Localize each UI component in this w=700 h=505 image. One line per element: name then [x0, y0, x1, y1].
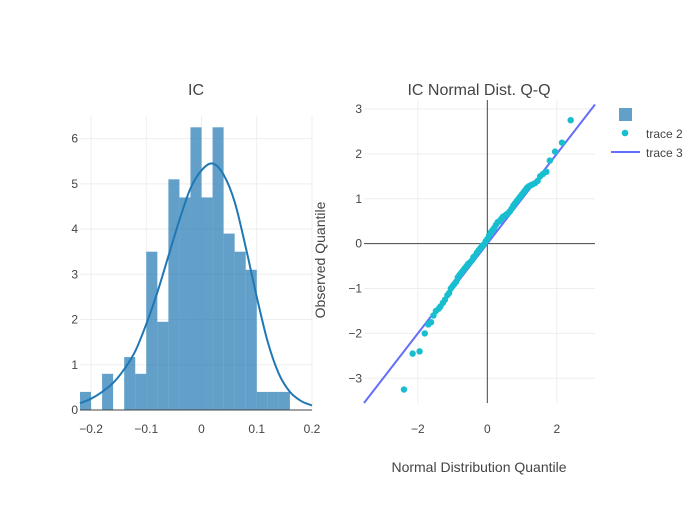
histogram-bar [256, 391, 268, 410]
histogram-y-tick-label: 3 [71, 267, 78, 281]
histogram-x-tick-label: 0.2 [304, 422, 321, 436]
histogram-bar [245, 269, 257, 410]
qq-y-tick-label: 0 [355, 237, 362, 251]
qq-point [416, 348, 423, 355]
qq-axes: −3 −2 −1 0 1 2 3 −2 0 2 [348, 102, 560, 436]
histogram-bars [80, 127, 290, 411]
histogram-bar [179, 197, 191, 410]
histogram-bar [234, 251, 246, 410]
qq-y-tick-label: −2 [348, 326, 362, 340]
histogram-y-tick-label: 1 [71, 358, 78, 372]
histogram-y-tick-label: 0 [71, 403, 78, 417]
histogram-title: IC [188, 82, 204, 99]
qq-point [567, 117, 574, 124]
qq-point [558, 139, 566, 146]
histogram-x-tick-label: −0.1 [134, 422, 158, 436]
qq-points [400, 117, 574, 393]
histogram-bar [102, 373, 114, 410]
legend-marker-trace-2 [621, 129, 629, 137]
histogram-bar [212, 127, 224, 411]
histogram-bar [223, 233, 235, 410]
qq-y-tick-label: 3 [355, 102, 362, 116]
qq-x-tick-label: 2 [553, 422, 560, 436]
histogram-x-tick-label: 0.1 [248, 422, 265, 436]
qq-y-tick-label: 1 [355, 192, 362, 206]
histogram-x-tick-label: 0 [198, 422, 205, 436]
qq-x-tick-label: 0 [484, 422, 491, 436]
qq-x-axis-label: Normal Distribution Quantile [391, 459, 566, 475]
histogram-bar [157, 321, 169, 410]
histogram-bar [201, 197, 213, 410]
histogram-y-tick-label: 5 [71, 177, 78, 191]
histogram-bar [267, 391, 279, 410]
histogram-y-tick-label: 2 [71, 313, 78, 327]
qq-y-tick-label: 2 [355, 147, 362, 161]
histogram-axes: 0 1 2 3 4 5 6 −0.2 −0.1 0 0.1 0.2 [71, 132, 320, 436]
qq-point [551, 148, 559, 155]
histogram-bar [168, 179, 180, 410]
qq-point [427, 319, 435, 326]
histogram-bar [124, 357, 136, 410]
kde-curve-group [79, 162, 313, 407]
qq-point [409, 350, 416, 357]
legend-marker-trace-1 [619, 108, 632, 121]
histogram-bar [278, 391, 290, 410]
histogram-bar [190, 127, 202, 411]
histogram-x-tick-label: −0.2 [79, 422, 103, 436]
kde-curve [79, 162, 313, 407]
qq-point [400, 386, 408, 393]
qq-point [543, 168, 550, 176]
histogram-bar [146, 251, 158, 410]
qq-x-tick-label: −2 [411, 422, 425, 436]
histogram-y-tick-label: 4 [71, 222, 78, 236]
legend: trace 2 trace 3 [611, 108, 683, 160]
legend-label-trace-2: trace 2 [646, 127, 683, 141]
qq-point [421, 330, 428, 337]
legend-label-trace-3: trace 3 [646, 146, 683, 160]
qq-y-tick-label: −1 [348, 282, 362, 296]
qq-zero-lines [364, 100, 595, 403]
histogram-bar [135, 373, 147, 410]
qq-y-axis-label: Observed Quantile [312, 201, 328, 318]
qq-point [546, 157, 554, 164]
histogram-y-tick-label: 6 [71, 132, 78, 146]
qq-y-tick-label: −3 [348, 371, 362, 385]
qq-title: IC Normal Dist. Q-Q [407, 82, 550, 99]
